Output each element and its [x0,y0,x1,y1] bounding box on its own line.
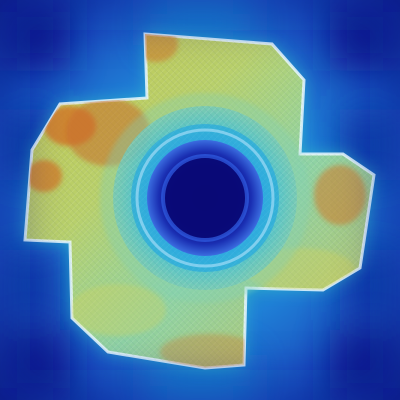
center-rings [100,93,310,303]
